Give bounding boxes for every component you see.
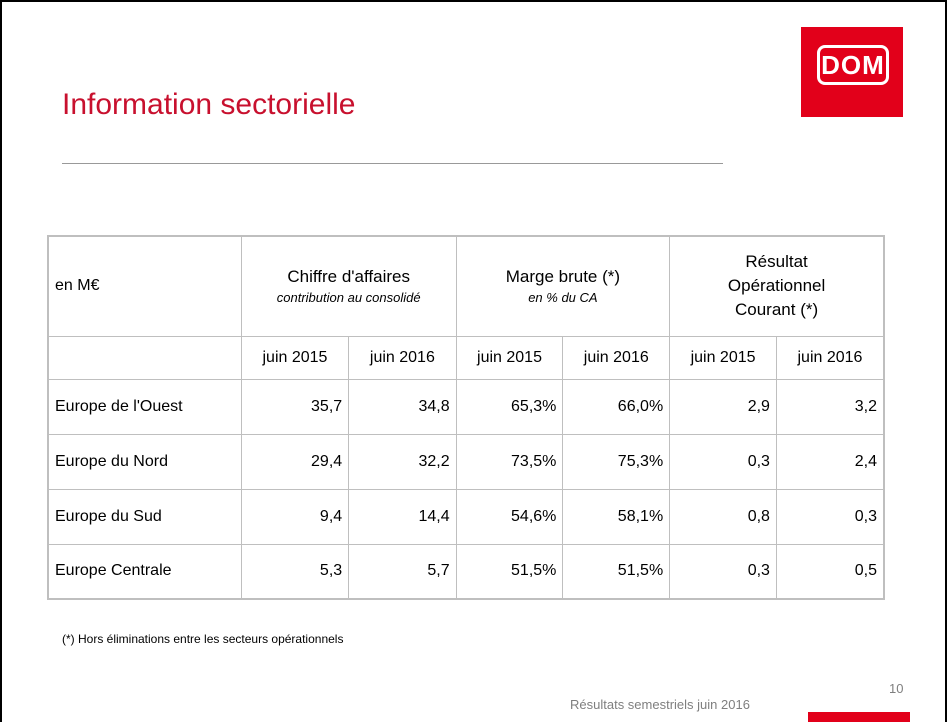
- value-cell: 51,5%: [562, 543, 671, 600]
- value-cell: 32,2: [348, 433, 457, 490]
- data-row: Europe de l'Ouest 35,7 34,8 65,3% 66,0% 2,9 3,…: [47, 378, 885, 435]
- group-subtitle: en % du CA: [528, 290, 598, 306]
- value-cell: 54,6%: [455, 488, 564, 545]
- value-cell: 14,4: [348, 488, 457, 545]
- value-cell: 35,7: [240, 378, 350, 435]
- footer-bar: [808, 712, 910, 722]
- value-cell: 51,5%: [455, 543, 564, 600]
- value-cell: 58,1%: [562, 488, 671, 545]
- value-cell: 0,5: [775, 543, 885, 600]
- logo-text: DOM: [817, 45, 889, 85]
- group-title: Résultat Opérationnel Courant (*): [727, 252, 826, 320]
- empty-cell: [47, 335, 242, 380]
- subheader: juin 2016: [775, 335, 885, 380]
- subheader: juin 2015: [669, 335, 777, 380]
- data-row: Europe du Sud 9,4 14,4 54,6% 58,1% 0,8 0,3: [47, 488, 885, 545]
- title: Information sectorielle: [62, 88, 356, 121]
- group-header: Résultat Opérationnel Courant (*): [669, 235, 885, 337]
- data-row: Europe Centrale 5,3 5,7 51,5% 51,5% 0,3 0,5: [47, 543, 885, 600]
- header-row: en M€ Chiffre d'affaires contribution au c…: [47, 235, 885, 337]
- corner-cell: en M€: [47, 235, 242, 337]
- data-row: Europe du Nord 29,4 32,2 73,5% 75,3% 0,3 2,4: [47, 433, 885, 490]
- value-cell: 0,3: [669, 433, 777, 490]
- group-header: Marge brute (*) en % du CA: [455, 235, 671, 337]
- value-cell: 0,3: [669, 543, 777, 600]
- value-cell: 29,4: [240, 433, 350, 490]
- value-cell: 5,3: [240, 543, 350, 600]
- group-header: Chiffre d'affaires contribution au consol…: [240, 235, 457, 337]
- group-title: Chiffre d'affaires: [287, 267, 410, 287]
- row-label: Europe du Nord: [47, 433, 242, 490]
- subheader-row: juin 2015 juin 2016 juin 2015 juin 2016 juin…: [47, 335, 885, 380]
- value-cell: 2,4: [775, 433, 885, 490]
- row-label: Europe de l'Ouest: [47, 378, 242, 435]
- row-label: Europe du Sud: [47, 488, 242, 545]
- subheader: juin 2015: [240, 335, 350, 380]
- row-label: Europe Centrale: [47, 543, 242, 600]
- value-cell: 75,3%: [562, 433, 671, 490]
- value-cell: 66,0%: [562, 378, 671, 435]
- group-title: Marge brute (*): [505, 267, 621, 287]
- subheader: juin 2015: [455, 335, 564, 380]
- value-cell: 34,8: [348, 378, 457, 435]
- page-number: 10: [889, 681, 904, 696]
- value-cell: 0,8: [669, 488, 777, 545]
- group-subtitle: contribution au consolidé: [276, 290, 421, 306]
- value-cell: 73,5%: [455, 433, 564, 490]
- subheader: juin 2016: [348, 335, 457, 380]
- value-cell: 0,3: [775, 488, 885, 545]
- footer-text: Résultats semestriels juin 2016: [570, 697, 750, 712]
- rule: [62, 163, 723, 164]
- value-cell: 5,7: [348, 543, 457, 600]
- value-cell: 9,4: [240, 488, 350, 545]
- value-cell: 3,2: [775, 378, 885, 435]
- subheader: juin 2016: [562, 335, 671, 380]
- value-cell: 2,9: [669, 378, 777, 435]
- value-cell: 65,3%: [455, 378, 564, 435]
- footnote: (*) Hors éliminations entre les secteurs…: [62, 632, 344, 646]
- table: en M€ Chiffre d'affaires contribution au c…: [47, 235, 885, 600]
- logo: DOM: [801, 27, 903, 117]
